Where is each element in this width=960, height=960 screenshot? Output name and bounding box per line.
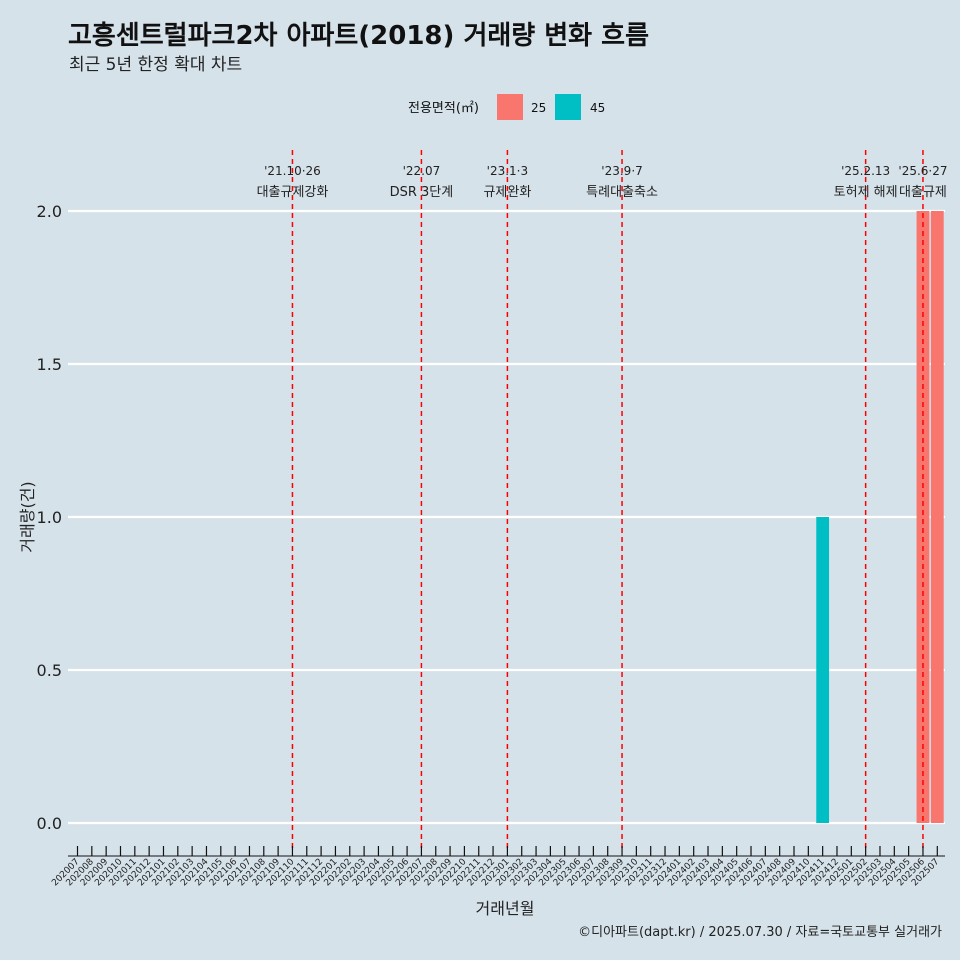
caption: ©디아파트(dapt.kr) / 2025.07.30 / 자료=국토교통부 실… (578, 925, 942, 940)
y-tick-label: 0.5 (37, 661, 62, 680)
x-axis-title: 거래년월 (476, 899, 535, 918)
chart-subtitle: 최근 5년 한정 확대 차트 (69, 55, 242, 75)
legend-swatch-25 (497, 94, 523, 120)
bar-25-202506 (916, 211, 930, 823)
event-name-label: DSR 3단계 (390, 185, 454, 200)
bar-25-202507 (930, 211, 944, 823)
event-name-label: 특례대출축소 (586, 185, 658, 200)
y-axis-ticks: 0.0 0.5 1.0 1.5 2.0 (37, 202, 62, 833)
chart-title: 고흥센트럴파크2차 아파트(2018) 거래량 변화 흐름 (68, 21, 649, 51)
event-date-label: '25.2.13 (841, 164, 890, 178)
y-tick-label: 2.0 (37, 202, 62, 221)
event-name-label: 규제완화 (483, 185, 531, 200)
event-date-label: '22.07 (403, 164, 441, 178)
y-tick-label: 0.0 (37, 814, 62, 833)
y-axis-title: 거래량(건) (18, 481, 37, 552)
event-date-label: '23.9·7 (601, 164, 642, 178)
bars (816, 211, 944, 823)
event-name-label: 토허제 해제 (834, 185, 898, 200)
legend-title: 전용면적(㎡) (408, 101, 479, 116)
event-date-label: '23.1·3 (487, 164, 528, 178)
event-date-label: '25.6·27 (898, 164, 947, 178)
legend-label-25: 25 (531, 101, 546, 115)
event-date-label: '21.10·26 (264, 164, 321, 178)
y-tick-label: 1.5 (37, 355, 62, 374)
legend: 전용면적(㎡) 25 45 (408, 94, 605, 120)
bar-45-202411 (816, 517, 830, 823)
event-name-label: 대출규제 (899, 185, 947, 200)
event-markers: '21.10·26 대출규제강화 '22.07 DSR 3단계 '23.1·3 규제완화 '… (257, 150, 948, 850)
y-tick-label: 1.0 (37, 508, 62, 527)
x-axis: 2020072020082020092020102020112020122021… (50, 846, 945, 888)
event-name-label: 대출규제강화 (257, 185, 329, 200)
gridlines (68, 209, 945, 825)
legend-label-45: 45 (590, 101, 605, 115)
legend-swatch-45 (555, 94, 581, 120)
